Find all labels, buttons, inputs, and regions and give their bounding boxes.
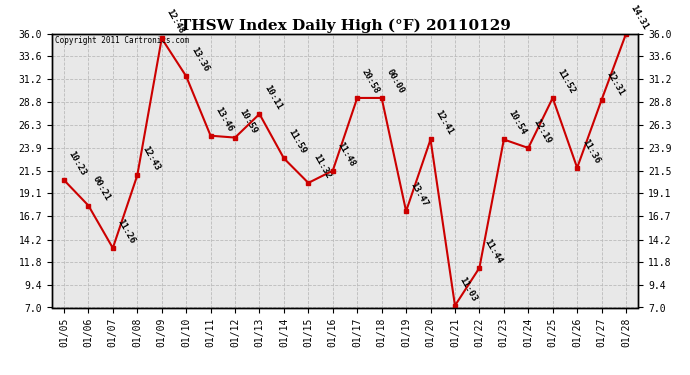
Text: 12:41: 12:41 <box>433 109 455 137</box>
Text: 11:52: 11:52 <box>555 68 577 95</box>
Text: 11:36: 11:36 <box>580 137 601 165</box>
Text: 13:47: 13:47 <box>409 181 430 209</box>
Text: 11:59: 11:59 <box>286 128 308 156</box>
Text: 11:44: 11:44 <box>482 237 504 265</box>
Text: 10:11: 10:11 <box>262 83 284 111</box>
Text: 11:03: 11:03 <box>457 275 479 303</box>
Text: 20:58: 20:58 <box>360 68 382 95</box>
Text: 10:59: 10:59 <box>238 107 259 135</box>
Text: 13:46: 13:46 <box>213 105 235 133</box>
Text: 13:36: 13:36 <box>189 46 210 74</box>
Text: 12:48: 12:48 <box>164 8 186 36</box>
Title: THSW Index Daily High (°F) 20110129: THSW Index Daily High (°F) 20110129 <box>179 18 511 33</box>
Text: 12:19: 12:19 <box>531 117 552 145</box>
Text: 14:31: 14:31 <box>629 3 650 31</box>
Text: 11:26: 11:26 <box>116 217 137 245</box>
Text: 00:00: 00:00 <box>384 68 406 95</box>
Text: 00:21: 00:21 <box>91 175 112 203</box>
Text: 12:31: 12:31 <box>604 69 626 97</box>
Text: 11:48: 11:48 <box>335 140 357 168</box>
Text: 11:32: 11:32 <box>311 152 333 180</box>
Text: 10:54: 10:54 <box>506 109 528 137</box>
Text: 12:43: 12:43 <box>140 145 161 172</box>
Text: 10:23: 10:23 <box>67 150 88 177</box>
Text: Copyright 2011 Cartronics.com: Copyright 2011 Cartronics.com <box>55 36 189 45</box>
